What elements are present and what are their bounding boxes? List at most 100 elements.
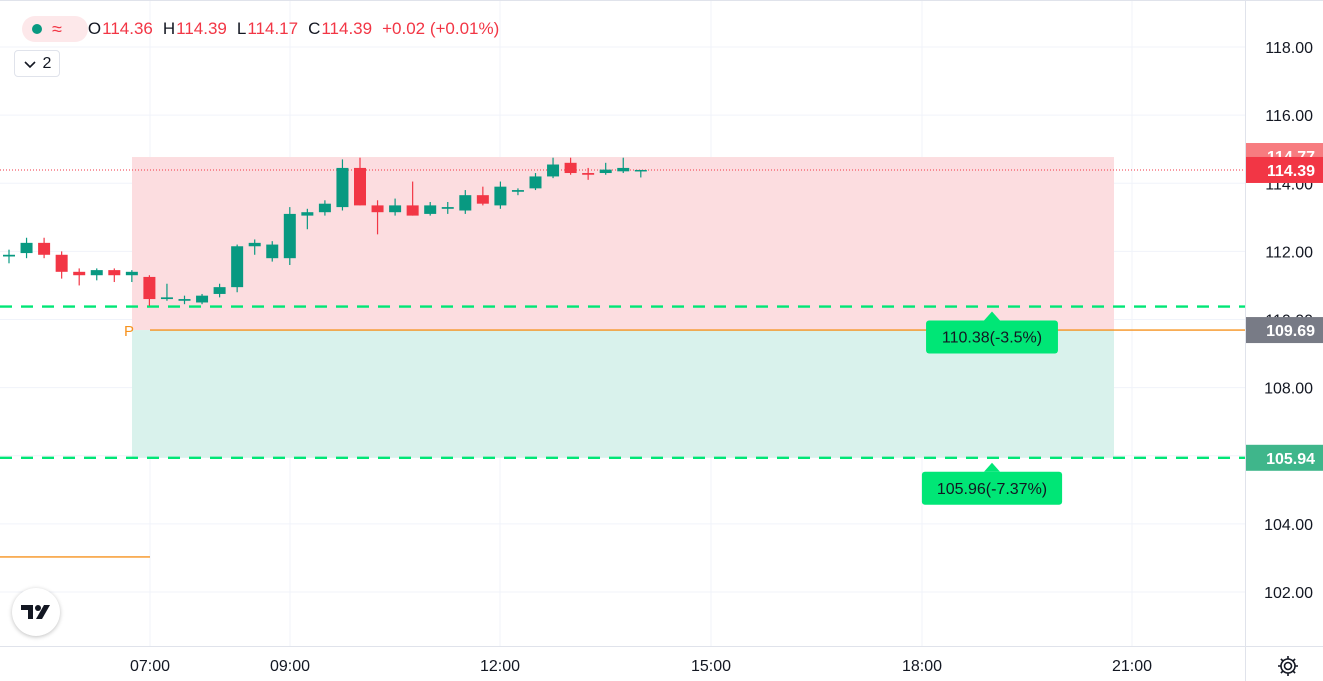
candle-body (389, 205, 402, 213)
candle-body (336, 167, 349, 208)
candle-body (424, 205, 437, 214)
candle (336, 159, 349, 211)
candle-body (196, 295, 209, 303)
low-key: L (236, 19, 247, 38)
collapse-indicators-button[interactable]: 2 (14, 50, 60, 77)
candle-body (90, 270, 103, 276)
candle (20, 237, 33, 259)
candle (196, 293, 209, 305)
dashed-levels[interactable] (0, 305, 1245, 459)
candle-body (143, 276, 156, 300)
high-value: 114.39 (176, 19, 227, 38)
wave-icon[interactable]: ≈ (52, 18, 62, 39)
candle-body (38, 242, 51, 255)
candle (459, 190, 472, 214)
candle (55, 251, 68, 279)
high-key: H (162, 19, 176, 38)
price-label-box (1246, 444, 1323, 471)
level-tags[interactable]: 110.38(-3.5%) 105.96(-7.37%) (921, 311, 1063, 505)
candle (389, 198, 402, 216)
candlestick-series (3, 157, 647, 306)
candle-body (125, 271, 138, 276)
price-tick-label: 102.00 (1264, 585, 1313, 602)
price-label-text: 105.94 (1266, 451, 1315, 468)
candle (547, 157, 560, 179)
candle (3, 249, 15, 264)
change-value: +0.02 (+0.01%) (382, 19, 500, 38)
candle-body (441, 207, 454, 209)
candle-body (354, 167, 366, 206)
candle-body (73, 271, 86, 276)
price-label: 105.94 (1246, 444, 1323, 471)
candle-body (564, 162, 577, 174)
candle-body (547, 164, 560, 177)
candle (424, 201, 437, 216)
gear-icon[interactable] (1276, 654, 1300, 678)
price-label: 114.39 (1246, 156, 1323, 183)
low-value: 114.17 (247, 19, 299, 38)
candle-body (178, 299, 191, 301)
candle (143, 275, 156, 306)
open-value: 114.36 (102, 19, 153, 38)
price-label-text: 109.69 (1266, 323, 1315, 340)
candle-body (459, 195, 472, 211)
price-tick-label: 108.00 (1264, 381, 1313, 398)
candle-body (494, 186, 507, 206)
candle (231, 244, 244, 293)
time-axis[interactable]: 07:00 09:00 12:00 15:00 18:00 21:00 (130, 658, 1152, 675)
candle-body (476, 195, 489, 204)
candle (90, 268, 103, 281)
status-dot-icon (32, 24, 42, 34)
target-tag-2-pointer (984, 462, 1000, 472)
candle (248, 239, 261, 255)
price-tick-label: 112.00 (1265, 244, 1313, 261)
candle-body (617, 167, 630, 172)
target-tag-1-box (926, 320, 1058, 354)
candle (178, 295, 191, 305)
candle-body (160, 297, 173, 300)
candle (283, 207, 296, 265)
candle-body (634, 169, 647, 172)
candle-body (511, 190, 524, 192)
entry-marker: P (124, 323, 134, 340)
time-tick-label: 21:00 (1112, 658, 1152, 675)
price-label-box (1246, 317, 1323, 344)
candle-body (55, 254, 68, 272)
candle-body (108, 270, 121, 276)
tradingview-logo[interactable] (12, 588, 60, 636)
time-tick-label: 15:00 (691, 658, 731, 675)
candle (564, 157, 577, 175)
candle (406, 181, 419, 216)
candle-body (301, 212, 314, 216)
stop-loss-zone[interactable] (132, 157, 1114, 331)
close-value: 114.39 (321, 19, 373, 38)
target-tag-2-box (921, 471, 1063, 505)
candle-body (582, 173, 595, 175)
candle (599, 162, 612, 175)
candle-body (371, 205, 384, 213)
target-tag-1-text: 110.38(-3.5%) (942, 330, 1042, 347)
chevron-down-icon (23, 60, 36, 68)
candle (529, 173, 542, 191)
candle-body (213, 287, 226, 294)
candle-body (20, 242, 33, 254)
candle (108, 268, 121, 283)
time-tick-label: 12:00 (480, 658, 520, 675)
candle (266, 241, 279, 262)
candle-body (283, 213, 296, 259)
target-tag-1[interactable]: 110.38(-3.5%) (926, 311, 1058, 354)
candle-body (3, 254, 15, 257)
candle-body (231, 246, 244, 288)
candle (354, 157, 366, 206)
price-label-text: 114.39 (1267, 163, 1315, 180)
target-tag-2[interactable]: 105.96(-7.37%) (921, 462, 1063, 505)
time-tick-label: 07:00 (130, 658, 170, 675)
candle-body (318, 203, 331, 213)
candle (634, 169, 647, 178)
close-key: C (308, 19, 321, 38)
tradingview-logo-icon (21, 605, 50, 619)
candle (582, 167, 595, 180)
time-tick-label: 09:00 (270, 658, 310, 675)
indicator-count: 2 (42, 54, 52, 72)
